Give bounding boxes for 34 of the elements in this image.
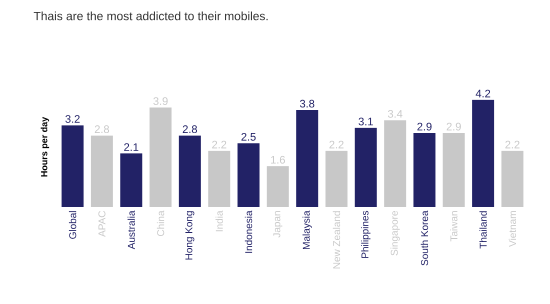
x-tick-label: Indonesia xyxy=(244,210,252,253)
bar xyxy=(120,153,142,207)
x-tick-label: Hong Kong xyxy=(185,211,194,260)
bar xyxy=(472,100,494,207)
x-tick-label: Global xyxy=(68,211,76,239)
bar xyxy=(442,133,465,207)
bar xyxy=(413,133,436,207)
x-tick-label: Australia xyxy=(128,210,135,250)
data-label: 2.9 xyxy=(417,122,432,130)
data-label: 2.1 xyxy=(124,143,138,151)
data-label: 3.2 xyxy=(65,115,80,123)
y-axis-title: Hours per day xyxy=(40,116,50,177)
bar xyxy=(501,150,524,207)
bar xyxy=(178,136,201,207)
data-label: 2.5 xyxy=(241,132,256,141)
bar xyxy=(354,128,377,207)
data-label: 2.8 xyxy=(182,125,198,134)
data-label: 4.2 xyxy=(476,90,490,98)
bar xyxy=(150,108,172,207)
chart-title: Thais are the most addicted to their mobiles. xyxy=(34,12,268,20)
x-tick-label: Philippines xyxy=(361,210,370,258)
x-tick-label: South Korea xyxy=(420,210,428,266)
bar xyxy=(238,143,260,207)
data-label: 3.8 xyxy=(300,100,314,108)
x-tick-label: Malaysia xyxy=(302,210,312,250)
bar xyxy=(266,166,289,207)
x-tick-label: Thailand xyxy=(479,211,487,249)
bar xyxy=(325,150,348,207)
data-label: 3.1 xyxy=(358,118,373,126)
bar xyxy=(296,110,318,207)
bar xyxy=(62,125,84,207)
bar xyxy=(208,150,230,207)
bar xyxy=(90,136,113,207)
bar xyxy=(384,120,406,207)
